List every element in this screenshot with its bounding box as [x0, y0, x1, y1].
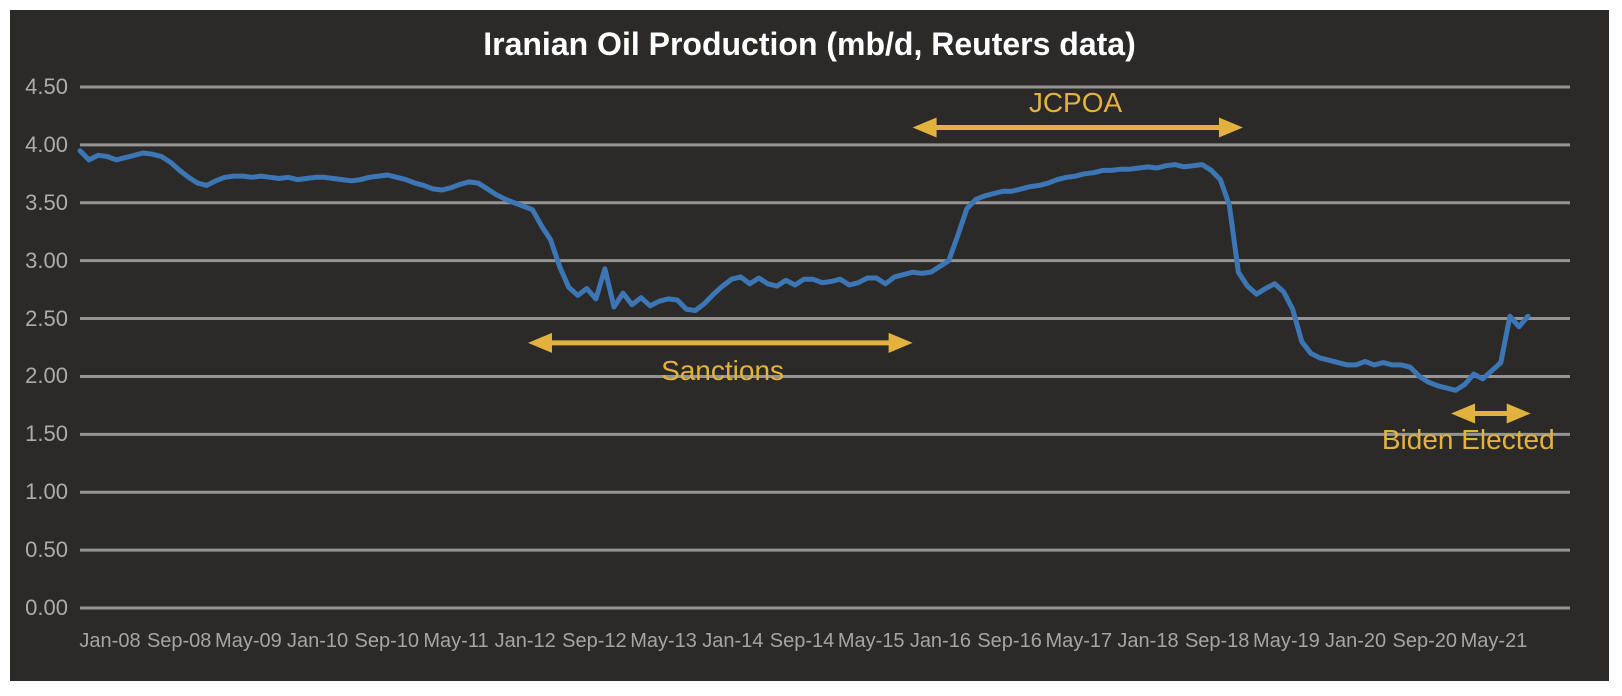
- biden-elected-arrowhead-right: [1506, 403, 1531, 424]
- jcpoa-arrowhead-left: [912, 117, 937, 138]
- annotation-biden-elected: Biden Elected: [1381, 424, 1555, 456]
- annotation-sanctions: Sanctions: [661, 354, 785, 386]
- sanctions-arrowhead-left: [527, 332, 552, 353]
- biden-elected-arrowhead-left: [1451, 403, 1476, 424]
- production-line: [77, 148, 1531, 393]
- x-axis-tick-label: Jan-16: [909, 630, 971, 652]
- chart-panel: Iranian Oil Production (mb/d, Reuters da…: [10, 10, 1609, 681]
- x-axis-tick-label: Jan-18: [1117, 630, 1179, 652]
- x-axis-tick-label: Jan-12: [494, 630, 556, 652]
- x-axis-tick-label: Jan-20: [1325, 630, 1387, 652]
- y-axis-tick-label: 0.50: [25, 537, 68, 563]
- x-axis-tick-label: Sep-08: [146, 630, 212, 652]
- x-axis-tick-label: Sep-12: [562, 630, 627, 652]
- x-axis-tick-label: Jan-08: [79, 630, 141, 652]
- y-axis-tick-label: 4.00: [25, 131, 68, 157]
- y-axis-tick-label: 2.00: [25, 363, 68, 389]
- x-axis-tick-label: May-21: [1460, 630, 1528, 652]
- x-axis-tick-label: Sep-10: [354, 630, 420, 652]
- y-axis-tick-label: 0.00: [25, 595, 68, 620]
- chart-title: Iranian Oil Production (mb/d, Reuters da…: [483, 26, 1136, 62]
- y-axis-tick-label: 2.50: [25, 305, 68, 331]
- x-axis-tick-label: Jan-10: [287, 630, 349, 652]
- x-axis-tick-label: May-09: [215, 630, 282, 652]
- x-axis-tick-label: Sep-20: [1392, 630, 1458, 652]
- x-axis-tick-label: Sep-14: [769, 630, 835, 652]
- x-axis-tick-label: Sep-16: [977, 630, 1042, 652]
- jcpoa-arrowhead-right: [1218, 117, 1243, 138]
- x-axis-tick-label: May-13: [630, 630, 697, 652]
- y-axis-tick-label: 1.50: [25, 421, 68, 447]
- x-axis-tick-label: Jan-14: [702, 630, 764, 652]
- x-axis-tick-label: Sep-18: [1184, 630, 1250, 652]
- y-axis-tick-label: 3.00: [25, 247, 68, 273]
- y-axis-tick-label: 1.00: [25, 479, 68, 505]
- x-axis-tick-label: May-15: [837, 630, 905, 652]
- y-axis-tick-label: 3.50: [25, 189, 68, 215]
- chart-canvas: [77, 85, 1570, 610]
- annotation-jcpoa: JCPOA: [1028, 87, 1123, 119]
- sanctions-arrowhead-right: [888, 332, 913, 353]
- y-axis-tick-label: 4.50: [25, 74, 68, 99]
- x-axis-tick-label: May-19: [1253, 630, 1320, 652]
- x-axis-tick-label: May-17: [1045, 630, 1113, 652]
- x-axis-tick-label: May-11: [423, 630, 489, 652]
